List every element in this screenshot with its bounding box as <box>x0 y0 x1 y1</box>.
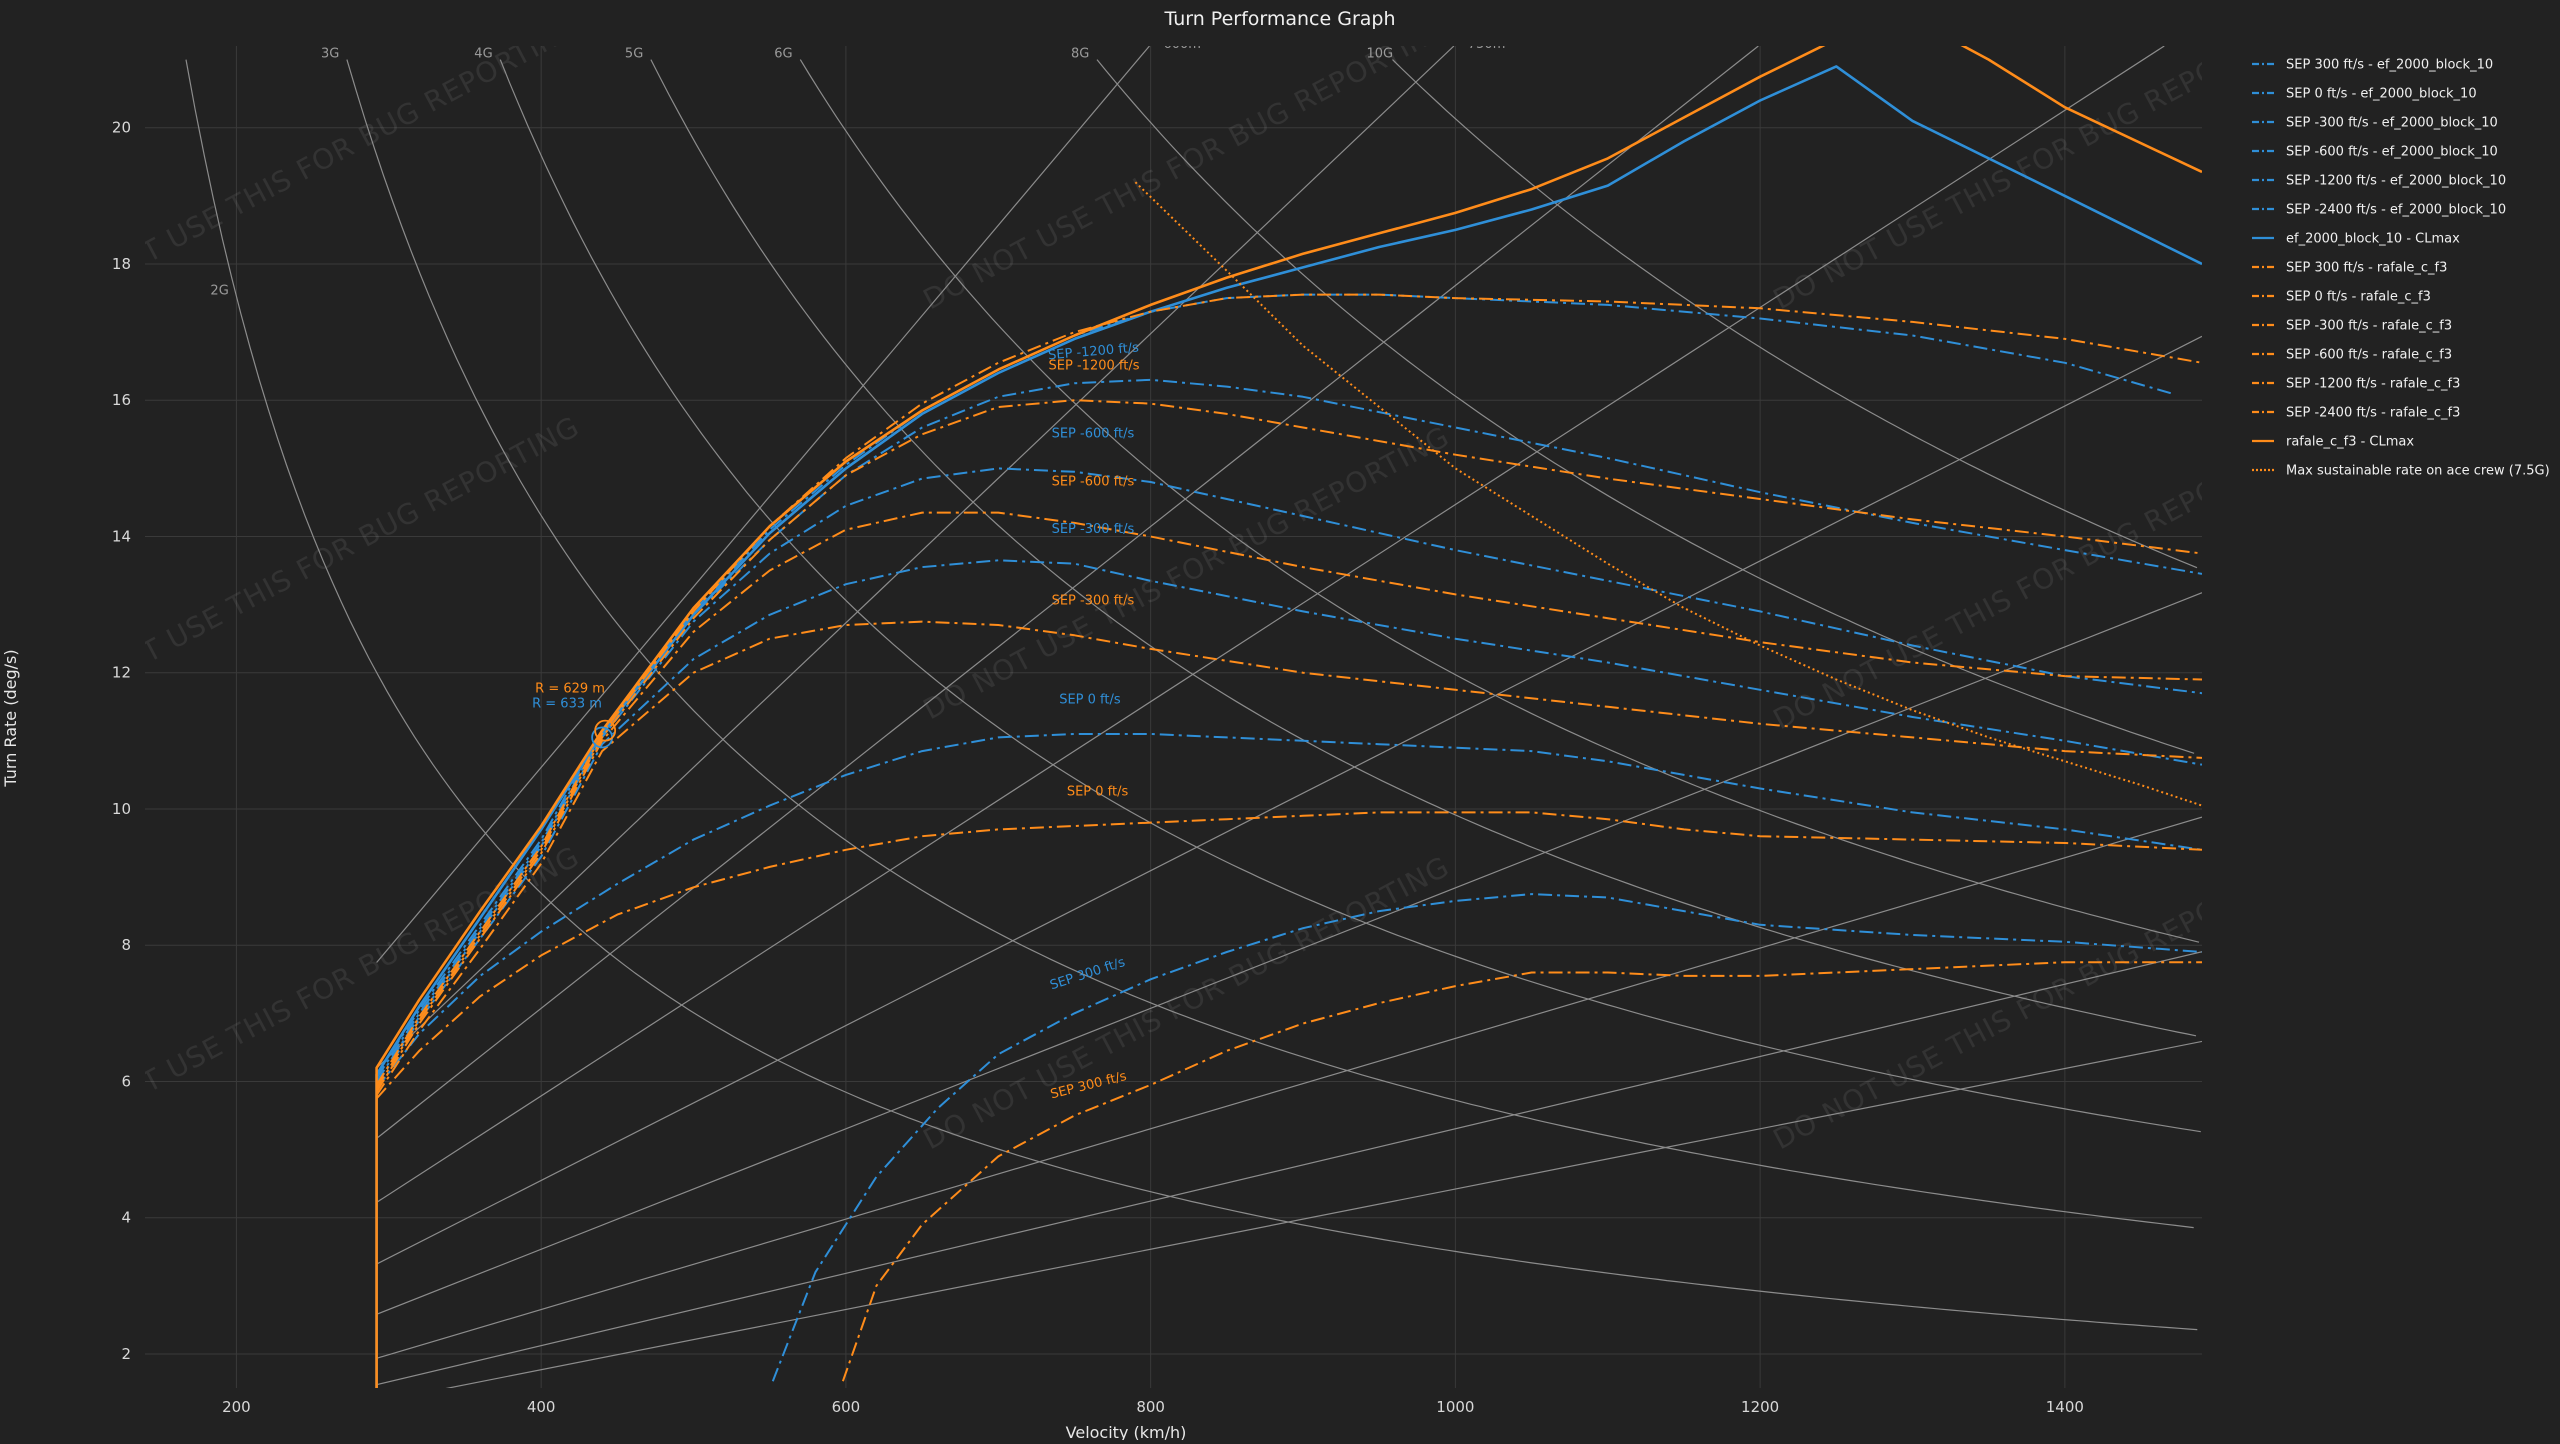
g-line-label: 6G <box>774 47 792 62</box>
sep-curve-label: SEP 0 ft/s <box>1067 784 1129 799</box>
radius-line-label: 600m <box>1163 37 1200 52</box>
y-tick-label: 18 <box>112 255 131 273</box>
x-tick-label: 1200 <box>1741 1398 1779 1416</box>
sep-curve-label: SEP -1200 ft/s <box>1049 359 1140 374</box>
axes: 200 400 600 800 1000 1200 1400 2 4 6 8 10 12 14 16 18 20 <box>112 119 2084 1416</box>
y-tick-label: 12 <box>112 664 131 682</box>
x-tick-label: 1000 <box>1436 1398 1474 1416</box>
radius-line <box>376 46 1150 963</box>
sep-curve-label: SEP -300 ft/s <box>1052 594 1135 609</box>
g-line-label: 5G <box>625 47 643 62</box>
legend-item-label: SEP -600 ft/s - ef_2000_block_10 <box>2286 145 2498 160</box>
y-tick-label: 4 <box>121 1209 131 1227</box>
radius-line <box>376 816 2202 1359</box>
legend-item-label: SEP 300 ft/s - rafale_c_f3 <box>2286 261 2447 276</box>
legend-item-label: SEP -300 ft/s - rafale_c_f3 <box>2286 319 2452 334</box>
legend-item-label: SEP 300 ft/s - ef_2000_block_10 <box>2286 58 2493 73</box>
y-tick-label: 14 <box>112 527 131 545</box>
g-line-label: 10G <box>1366 47 1393 62</box>
x-tick-label: 200 <box>222 1398 251 1416</box>
radius-line <box>376 335 2202 1265</box>
series-line-2 <box>375 559 2202 1086</box>
x-tick-label: 400 <box>527 1398 556 1416</box>
y-tick-label: 10 <box>112 800 131 818</box>
corner-speed-marker <box>594 719 617 742</box>
g-load-line <box>1096 59 2195 754</box>
g-load-line <box>1392 59 2198 569</box>
series-line-9 <box>375 620 2202 1096</box>
radius-line <box>376 46 1759 1139</box>
g-line-label: 2G <box>210 283 228 298</box>
corner-radius-label: R = 633 m <box>532 696 602 711</box>
legend-item-label: SEP -1200 ft/s - rafale_c_f3 <box>2286 377 2460 392</box>
g-line-label: 3G <box>321 47 339 62</box>
legend-item-label: SEP -2400 ft/s - ef_2000_block_10 <box>2286 203 2506 218</box>
series-line-4 <box>375 378 2202 1079</box>
legend-item-label: SEP -600 ft/s - rafale_c_f3 <box>2286 348 2452 363</box>
g-load-line <box>499 59 2201 1133</box>
g-load-line <box>799 59 2200 943</box>
g-line-label: 4G <box>474 47 492 62</box>
x-tick-label: 600 <box>832 1398 861 1416</box>
x-axis-title: Velocity (km/h) <box>1066 1423 1187 1440</box>
y-tick-label: 6 <box>121 1072 131 1090</box>
series-line-1 <box>375 733 2202 1089</box>
series-lines <box>375 46 2202 1388</box>
radius-line <box>376 951 2202 1386</box>
x-tick-label: 1400 <box>2046 1398 2084 1416</box>
series-line-7 <box>841 961 2202 1382</box>
y-tick-label: 8 <box>121 936 131 954</box>
series-line-10 <box>375 511 2202 1093</box>
legend-item-label: SEP -2400 ft/s - rafale_c_f3 <box>2286 406 2460 421</box>
radius-line <box>376 46 2165 1203</box>
y-tick-label: 16 <box>112 391 131 409</box>
sep-curve-label: SEP -600 ft/s <box>1052 474 1135 489</box>
series-line-14 <box>1134 181 2202 807</box>
series-line-11 <box>375 399 2202 1089</box>
y-tick-label: 2 <box>121 1345 131 1363</box>
chart-title: Turn Performance Graph <box>1163 8 1395 30</box>
sep-curve-label: SEP -600 ft/s <box>1052 427 1135 442</box>
series-line-0 <box>771 893 2202 1382</box>
radius-line-label: 750m <box>1468 37 1505 52</box>
sep-curve-label: SEP -300 ft/s <box>1052 522 1135 537</box>
legend[interactable]: SEP 300 ft/s - ef_2000_block_10 SEP 0 ft/… <box>2252 58 2550 479</box>
corner-radius-label: R = 629 m <box>535 682 605 697</box>
legend-item-label: Max sustainable rate on ace crew (7.5G) <box>2286 464 2550 479</box>
legend-item-label: SEP 0 ft/s - rafale_c_f3 <box>2286 290 2431 305</box>
legend-item-label: rafale_c_f3 - CLmax <box>2286 435 2414 450</box>
g-load-line <box>346 59 2194 1229</box>
sep-curve-label: SEP 0 ft/s <box>1059 692 1121 707</box>
y-tick-label: 20 <box>112 119 131 137</box>
grid-lines <box>145 46 2202 1388</box>
x-tick-label: 800 <box>1136 1398 1165 1416</box>
y-axis-title: Turn Rate (deg/s) <box>1 649 20 787</box>
legend-item-label: SEP -1200 ft/s - ef_2000_block_10 <box>2286 174 2506 189</box>
reference-lines <box>185 46 2202 1388</box>
radius-line <box>376 46 1455 1069</box>
legend-item-label: ef_2000_block_10 - CLmax <box>2286 232 2460 247</box>
radius-line <box>445 1040 2202 1388</box>
series-line-8 <box>375 811 2202 1100</box>
legend-item-label: SEP 0 ft/s - ef_2000_block_10 <box>2286 87 2477 102</box>
series-line-3 <box>375 467 2202 1083</box>
legend-item-label: SEP -300 ft/s - ef_2000_block_10 <box>2286 116 2498 131</box>
series-line-12 <box>375 293 2202 1086</box>
g-line-label: 8G <box>1071 47 1089 62</box>
series-line-13 <box>375 46 2202 1388</box>
radius-line <box>376 592 2202 1315</box>
